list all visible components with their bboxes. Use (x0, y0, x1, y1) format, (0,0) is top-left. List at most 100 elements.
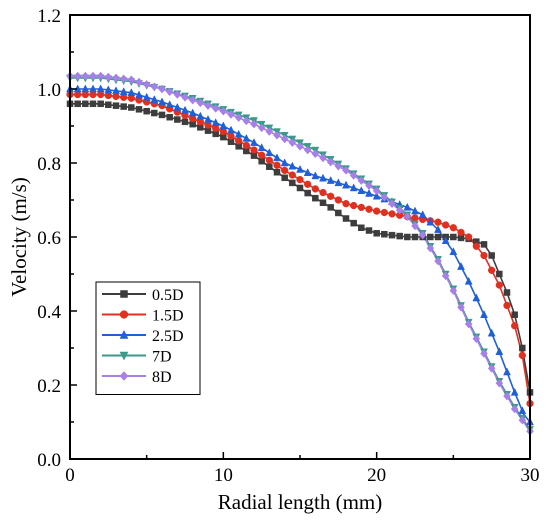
data-point (219, 121, 228, 130)
data-point (457, 262, 465, 270)
y-tick-label: 0.4 (37, 302, 61, 323)
data-point (503, 367, 511, 376)
data-point (335, 209, 342, 217)
data-point (105, 101, 112, 108)
data-point (480, 310, 488, 318)
legend-item-7d: 7D (102, 349, 172, 366)
data-point (465, 233, 473, 241)
data-point (464, 319, 473, 329)
data-point (365, 227, 373, 234)
data-point (296, 141, 304, 151)
data-point (296, 184, 304, 192)
data-point (89, 84, 97, 93)
data-point (472, 242, 480, 250)
data-point (472, 334, 481, 344)
data-point (273, 130, 281, 140)
data-point (427, 233, 434, 241)
data-point (89, 71, 97, 81)
data-point (434, 225, 442, 233)
legend-label: 0.5D (152, 287, 184, 304)
data-point (173, 102, 182, 111)
data-point (342, 215, 350, 222)
data-point (158, 84, 166, 94)
data-point (303, 145, 312, 155)
data-point (327, 192, 335, 200)
data-point (334, 196, 342, 204)
data-point (151, 109, 158, 117)
data-point (450, 233, 457, 241)
data-point (334, 161, 343, 171)
data-point (250, 138, 258, 146)
data-point (380, 192, 389, 202)
data-point (135, 90, 143, 99)
data-point (73, 71, 82, 81)
y-tick-label: 0.6 (37, 228, 61, 249)
data-point (326, 176, 335, 184)
data-point (174, 116, 181, 123)
data-point (265, 156, 273, 164)
data-point (411, 214, 419, 222)
data-point (227, 110, 235, 119)
data-point (242, 116, 251, 126)
data-point (181, 92, 189, 102)
data-point (510, 387, 519, 396)
axis-ticks (69, 14, 531, 460)
legend-label: 2.5D (152, 328, 184, 345)
data-point (518, 406, 527, 415)
data-point (173, 90, 182, 99)
data-point (349, 171, 358, 180)
data-point (143, 107, 150, 115)
data-point (104, 85, 113, 94)
data-point (311, 185, 319, 193)
data-point (234, 113, 243, 123)
legend-item-0-5d: 0.5D (102, 287, 184, 304)
data-point (357, 203, 365, 212)
data-point (304, 189, 311, 197)
data-point (495, 347, 504, 355)
data-point (411, 221, 419, 231)
data-point (281, 174, 288, 182)
data-point (373, 207, 381, 215)
data-point (357, 186, 366, 194)
data-point (495, 378, 504, 388)
data-point (388, 210, 396, 218)
data-point (388, 231, 396, 239)
data-point (158, 97, 166, 106)
data-point (518, 415, 527, 425)
data-point (165, 100, 174, 108)
data-point (372, 191, 381, 200)
data-point (457, 228, 465, 237)
data-point (97, 100, 104, 108)
x-tick-label: 20 (367, 465, 386, 486)
data-point (519, 344, 526, 352)
data-point (296, 164, 304, 173)
data-point (82, 100, 89, 108)
data-point (96, 84, 105, 93)
y-axis-title: Velocity (m/s) (7, 177, 31, 297)
data-point (280, 158, 289, 167)
data-point (464, 276, 473, 285)
data-point (518, 351, 526, 360)
data-point (434, 256, 442, 266)
x-tick-label: 0 (65, 465, 75, 486)
data-point (449, 224, 457, 232)
y-tick-label: 1.2 (37, 6, 61, 27)
data-point (441, 271, 450, 281)
series-markers-8d (66, 71, 534, 436)
data-point (142, 79, 151, 89)
data-point (342, 200, 350, 208)
legend: 0.5D 1.5D 2.5D 7D 8D (95, 281, 201, 395)
data-point (326, 157, 335, 167)
data-point (426, 217, 435, 226)
data-point (273, 161, 281, 169)
data-point (119, 74, 128, 84)
data-point (418, 210, 427, 219)
data-point (480, 251, 488, 260)
data-point (227, 125, 235, 134)
legend-label: 8D (152, 369, 172, 386)
data-point (396, 232, 403, 240)
legend-marker (119, 329, 129, 339)
data-point (350, 201, 358, 210)
data-point (158, 111, 166, 119)
data-point (487, 363, 496, 373)
